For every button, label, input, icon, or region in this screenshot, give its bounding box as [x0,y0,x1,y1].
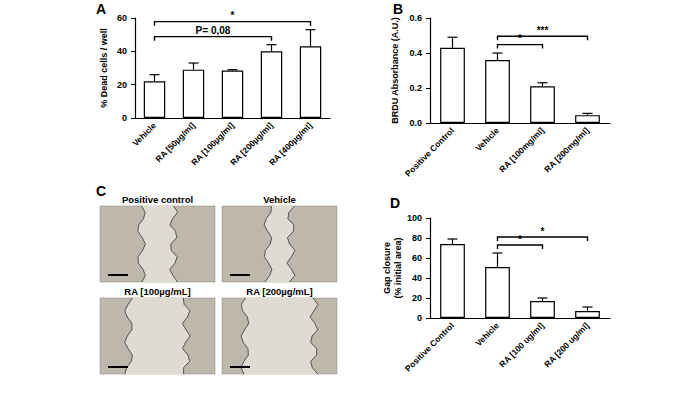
svg-text:A: A [96,1,106,17]
svg-text:RA [200mg/ml]: RA [200mg/ml] [542,125,591,174]
svg-text:RA [400µg/ml]: RA [400µg/ml] [267,120,314,167]
svg-text:BRDU Absorbance (A.U.): BRDU Absorbance (A.U.) [390,17,400,124]
svg-text:20: 20 [412,293,422,303]
svg-text:*: * [541,226,545,237]
svg-text:0.6: 0.6 [409,13,422,23]
svg-text:% Dead cells / well: % Dead cells / well [99,28,109,108]
svg-text:*: * [231,10,235,21]
svg-text:60: 60 [412,253,422,263]
svg-text:Vehicle: Vehicle [130,120,158,148]
svg-text:40: 40 [117,46,127,56]
svg-text:C: C [96,183,106,199]
svg-text:20: 20 [117,80,127,90]
svg-text:RA [100 ug/ml]: RA [100 ug/ml] [497,320,546,369]
svg-text:40: 40 [412,273,422,283]
svg-text:***: *** [537,25,549,36]
svg-text:0.2: 0.2 [409,83,422,93]
svg-text:0.4: 0.4 [409,48,422,58]
svg-text:RA [100µg/mL]: RA [100µg/mL] [124,286,190,297]
svg-text:Vehicle: Vehicle [473,125,501,153]
svg-text:Gap closure: Gap closure [382,242,392,294]
svg-text:*: * [518,33,522,44]
svg-text:RA [200µg/mL]: RA [200µg/mL] [246,286,312,297]
svg-text:RA [200 ug/ml]: RA [200 ug/ml] [542,320,591,369]
svg-text:80: 80 [412,233,422,243]
svg-text:RA [100µg/ml]: RA [100µg/ml] [189,120,236,168]
svg-text:RA [200µg/ml]: RA [200µg/ml] [228,120,275,168]
svg-text:Positive Control: Positive Control [403,320,456,373]
svg-text:P= 0,08: P= 0,08 [196,25,231,36]
svg-text:Vehicle: Vehicle [473,320,501,348]
svg-text:(% initial area): (% initial area) [393,237,403,298]
svg-text:*: * [518,234,522,245]
svg-text:0: 0 [417,313,422,323]
svg-text:Positive control: Positive control [122,194,193,205]
svg-text:D: D [390,195,400,211]
svg-text:RA [100mg/ml]: RA [100mg/ml] [497,125,546,174]
svg-text:RA [50µg/ml]: RA [50µg/ml] [153,120,197,165]
svg-text:60: 60 [117,13,127,23]
svg-text:Vehicle: Vehicle [263,194,296,205]
svg-text:0: 0 [122,113,127,123]
svg-text:0.0: 0.0 [409,118,422,128]
svg-text:B: B [393,1,403,17]
svg-text:100: 100 [407,213,422,223]
svg-text:Positive Control: Positive Control [403,125,456,178]
